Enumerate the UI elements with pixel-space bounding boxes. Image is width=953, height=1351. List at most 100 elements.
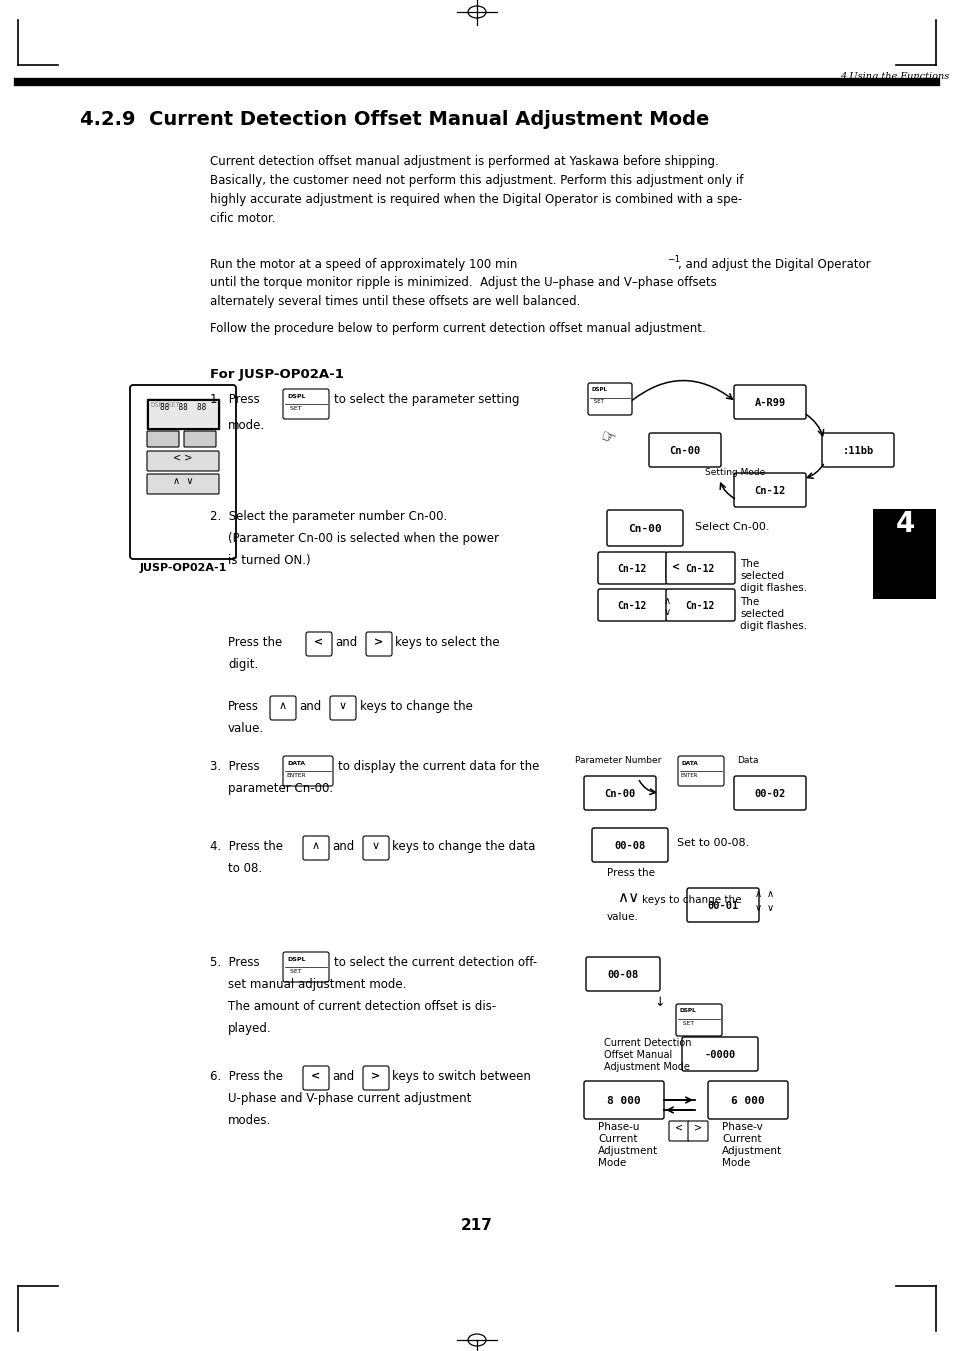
FancyBboxPatch shape <box>303 836 329 861</box>
Text: 00-08: 00-08 <box>607 970 638 979</box>
Text: <: < <box>314 638 323 647</box>
Text: JUSP-OP02A-1: JUSP-OP02A-1 <box>139 563 227 573</box>
Text: -0000: -0000 <box>703 1050 735 1061</box>
FancyBboxPatch shape <box>366 632 392 657</box>
Text: Parameter Number: Parameter Number <box>575 757 660 765</box>
FancyBboxPatch shape <box>733 775 805 811</box>
Text: ∧: ∧ <box>662 596 670 607</box>
FancyBboxPatch shape <box>606 509 682 546</box>
FancyBboxPatch shape <box>872 509 935 598</box>
Text: The: The <box>740 559 759 569</box>
Text: to display the current data for the: to display the current data for the <box>337 761 538 773</box>
Text: 4 Using the Functions: 4 Using the Functions <box>840 72 948 81</box>
Text: 00-02: 00-02 <box>754 789 785 798</box>
FancyBboxPatch shape <box>668 1121 688 1142</box>
FancyBboxPatch shape <box>648 434 720 467</box>
Text: 1.  Press: 1. Press <box>210 393 259 407</box>
FancyBboxPatch shape <box>678 757 723 786</box>
Text: to select the current detection off-: to select the current detection off- <box>334 957 537 969</box>
FancyBboxPatch shape <box>283 389 329 419</box>
Text: The: The <box>740 597 759 607</box>
Text: Run the motor at a speed of approximately 100 min: Run the motor at a speed of approximatel… <box>210 258 517 272</box>
Text: and: and <box>298 700 321 713</box>
Text: >: > <box>374 638 383 647</box>
Text: ∧: ∧ <box>278 701 287 711</box>
FancyBboxPatch shape <box>306 632 332 657</box>
Text: Adjustment: Adjustment <box>721 1146 781 1156</box>
Text: keys to change the: keys to change the <box>641 894 740 905</box>
Text: ∨: ∨ <box>765 902 773 913</box>
Text: SET: SET <box>288 969 301 974</box>
FancyBboxPatch shape <box>363 1066 389 1090</box>
Text: 6.  Press the: 6. Press the <box>210 1070 283 1084</box>
Text: ENTER: ENTER <box>286 773 305 778</box>
Text: 217: 217 <box>460 1219 493 1233</box>
Text: value.: value. <box>228 721 264 735</box>
Text: Current detection offset manual adjustment is performed at Yaskawa before shippi: Current detection offset manual adjustme… <box>210 155 742 226</box>
FancyBboxPatch shape <box>681 1038 758 1071</box>
Text: Cn-12: Cn-12 <box>684 563 714 574</box>
FancyBboxPatch shape <box>130 385 235 559</box>
Text: Follow the procedure below to perform current detection offset manual adjustment: Follow the procedure below to perform cu… <box>210 322 705 335</box>
FancyBboxPatch shape <box>147 399 219 430</box>
FancyBboxPatch shape <box>687 1121 707 1142</box>
Text: played.: played. <box>228 1021 272 1035</box>
Text: Press the: Press the <box>606 867 655 878</box>
FancyBboxPatch shape <box>686 888 759 921</box>
Text: 4.  Press the: 4. Press the <box>210 840 283 852</box>
Text: DATA: DATA <box>287 761 305 766</box>
FancyBboxPatch shape <box>184 431 215 447</box>
Text: and: and <box>332 840 354 852</box>
Text: 00-01: 00-01 <box>706 901 738 911</box>
Text: Data: Data <box>737 757 758 765</box>
Text: selected: selected <box>740 609 783 619</box>
Text: SET: SET <box>592 399 603 404</box>
Text: Cn-00: Cn-00 <box>669 446 700 457</box>
FancyBboxPatch shape <box>330 696 355 720</box>
Text: , and adjust the Digital Operator: , and adjust the Digital Operator <box>678 258 870 272</box>
Text: Setting Mode: Setting Mode <box>704 467 764 477</box>
Text: Current: Current <box>721 1133 760 1144</box>
Text: 5.  Press: 5. Press <box>210 957 259 969</box>
FancyBboxPatch shape <box>585 957 659 992</box>
FancyBboxPatch shape <box>665 561 685 580</box>
Text: Set to 00-08.: Set to 00-08. <box>677 838 748 848</box>
Text: is turned ON.): is turned ON.) <box>228 554 311 567</box>
FancyBboxPatch shape <box>148 400 218 428</box>
FancyBboxPatch shape <box>592 828 667 862</box>
Text: 8 000: 8 000 <box>606 1096 640 1106</box>
Text: Current Detection: Current Detection <box>603 1038 691 1048</box>
Text: parameter Cn-00.: parameter Cn-00. <box>228 782 333 794</box>
Text: Phase-v: Phase-v <box>721 1121 762 1132</box>
Text: Cn-12: Cn-12 <box>684 601 714 611</box>
Text: −1: −1 <box>666 255 679 263</box>
Text: 88  88  88: 88 88 88 <box>160 403 206 412</box>
FancyBboxPatch shape <box>598 589 666 621</box>
Text: For JUSP-OP02A-1: For JUSP-OP02A-1 <box>210 367 343 381</box>
Text: keys to switch between: keys to switch between <box>392 1070 530 1084</box>
Text: 00-08: 00-08 <box>614 842 645 851</box>
Text: 4: 4 <box>894 509 914 538</box>
FancyBboxPatch shape <box>665 589 734 621</box>
Text: SET: SET <box>288 407 301 411</box>
Text: <: < <box>671 562 679 571</box>
Text: ∨: ∨ <box>754 902 760 913</box>
Text: and: and <box>332 1070 354 1084</box>
Text: ∧: ∧ <box>312 842 319 851</box>
Text: Cn-00: Cn-00 <box>627 524 661 534</box>
Text: until the torque monitor ripple is minimized.  Adjust the U–phase and V–phase of: until the torque monitor ripple is minim… <box>210 276 716 308</box>
Text: < >: < > <box>173 453 193 463</box>
Text: Phase-u: Phase-u <box>598 1121 639 1132</box>
Text: mode.: mode. <box>228 419 265 432</box>
Text: >: > <box>371 1071 380 1081</box>
Text: 6 000: 6 000 <box>730 1096 764 1106</box>
Text: Adjustment Mode: Adjustment Mode <box>603 1062 689 1071</box>
Text: ↓: ↓ <box>654 996 664 1009</box>
Text: modes.: modes. <box>228 1115 271 1127</box>
Text: Mode: Mode <box>598 1158 625 1169</box>
Text: selected: selected <box>740 571 783 581</box>
Text: Cn-00: Cn-00 <box>604 789 635 798</box>
Text: ∨: ∨ <box>662 607 670 617</box>
FancyBboxPatch shape <box>598 553 666 584</box>
Text: 2.  Select the parameter number Cn-00.: 2. Select the parameter number Cn-00. <box>210 509 447 523</box>
